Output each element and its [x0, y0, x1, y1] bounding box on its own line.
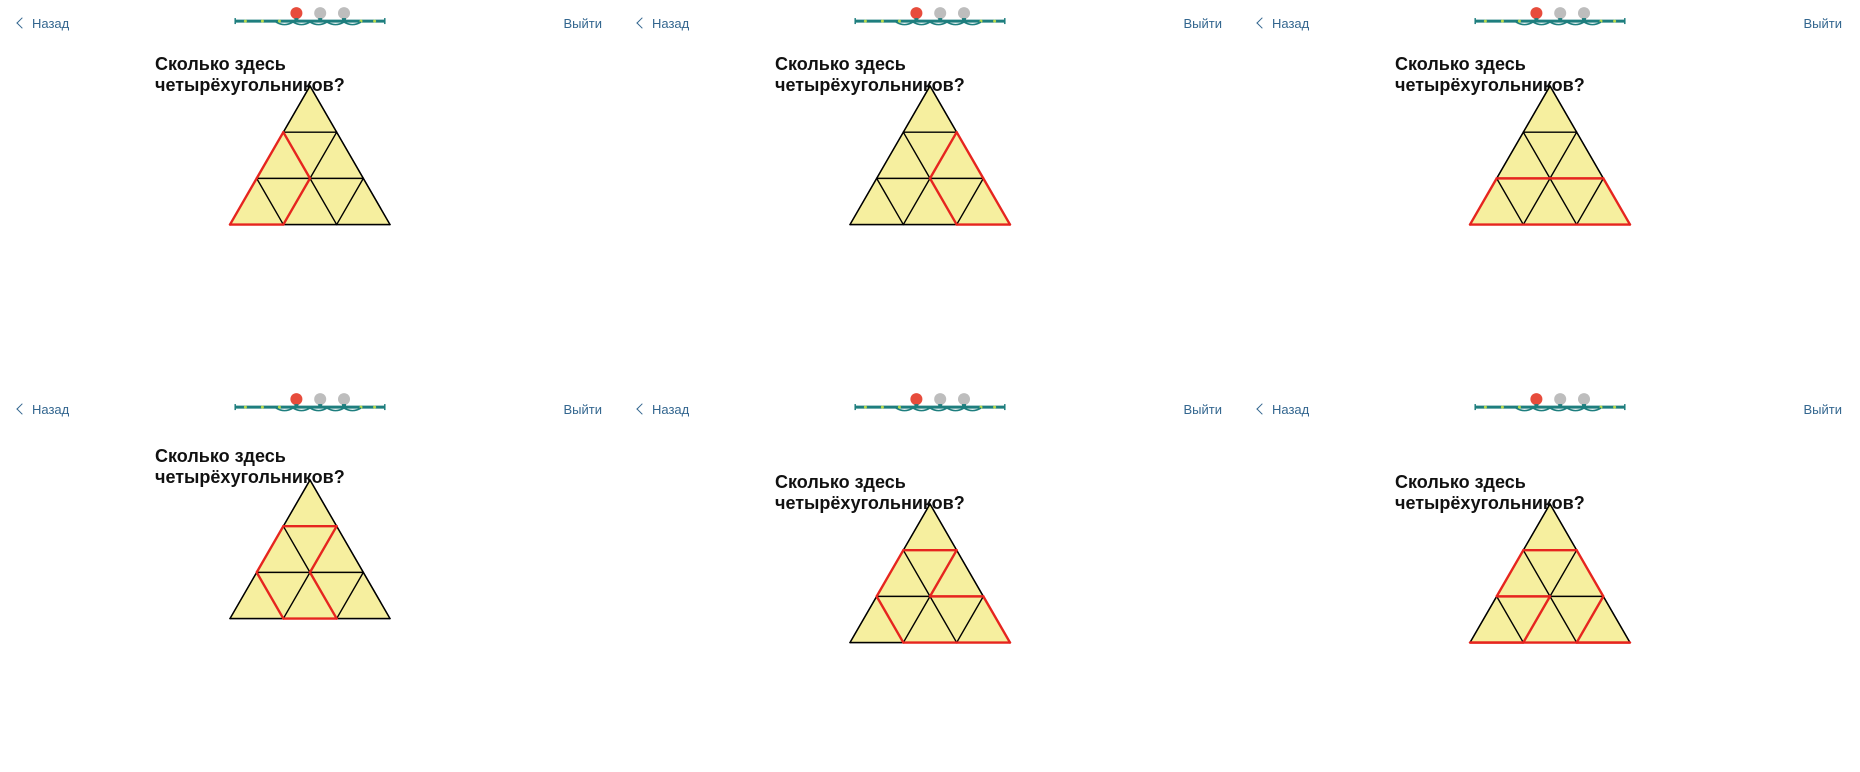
quiz-panel: Назад Выйти Сколько здесь четырёхугольни…: [620, 0, 1240, 386]
exit-button[interactable]: Выйти: [1804, 402, 1843, 417]
quiz-panel: Назад Выйти Сколько здесь четырёхугольни…: [620, 386, 1240, 772]
back-label: Назад: [32, 16, 69, 31]
progress-indicator: [845, 6, 1015, 37]
triangle-diagram: [224, 80, 396, 236]
back-button[interactable]: Назад: [638, 402, 689, 417]
exit-label: Выйти: [564, 16, 603, 31]
back-button[interactable]: Назад: [1258, 16, 1309, 31]
progress-indicator: [225, 392, 395, 423]
triangle-diagram: [844, 80, 1016, 236]
quiz-panel: Назад Выйти Сколько здесь четырёхугольни…: [0, 0, 620, 386]
quiz-panel: Назад Выйти Сколько здесь четырёхугольни…: [1240, 386, 1860, 772]
chevron-left-icon: [1256, 403, 1267, 414]
back-button[interactable]: Назад: [1258, 402, 1309, 417]
progress-indicator: [1465, 6, 1635, 37]
chevron-left-icon: [16, 403, 27, 414]
exit-label: Выйти: [564, 402, 603, 417]
exit-label: Выйти: [1184, 402, 1223, 417]
exit-button[interactable]: Выйти: [1804, 16, 1843, 31]
back-label: Назад: [32, 402, 69, 417]
exit-button[interactable]: Выйти: [1184, 402, 1223, 417]
chevron-left-icon: [1256, 17, 1267, 28]
exit-label: Выйти: [1184, 16, 1223, 31]
quiz-panel: Назад Выйти Сколько здесь четырёхугольни…: [0, 386, 620, 772]
exit-label: Выйти: [1804, 402, 1843, 417]
exit-button[interactable]: Выйти: [1184, 16, 1223, 31]
back-label: Назад: [1272, 402, 1309, 417]
back-label: Назад: [1272, 16, 1309, 31]
back-button[interactable]: Назад: [18, 402, 69, 417]
exit-label: Выйти: [1804, 16, 1843, 31]
triangle-diagram: [1464, 80, 1636, 236]
back-label: Назад: [652, 402, 689, 417]
progress-indicator: [225, 6, 395, 37]
exit-button[interactable]: Выйти: [564, 16, 603, 31]
chevron-left-icon: [636, 17, 647, 28]
chevron-left-icon: [16, 17, 27, 28]
back-label: Назад: [652, 16, 689, 31]
chevron-left-icon: [636, 403, 647, 414]
triangle-diagram: [1464, 498, 1636, 654]
back-button[interactable]: Назад: [18, 16, 69, 31]
triangle-diagram: [224, 474, 396, 630]
back-button[interactable]: Назад: [638, 16, 689, 31]
exit-button[interactable]: Выйти: [564, 402, 603, 417]
progress-indicator: [845, 392, 1015, 423]
triangle-diagram: [844, 498, 1016, 654]
progress-indicator: [1465, 392, 1635, 423]
quiz-panel: Назад Выйти Сколько здесь четырёхугольни…: [1240, 0, 1860, 386]
